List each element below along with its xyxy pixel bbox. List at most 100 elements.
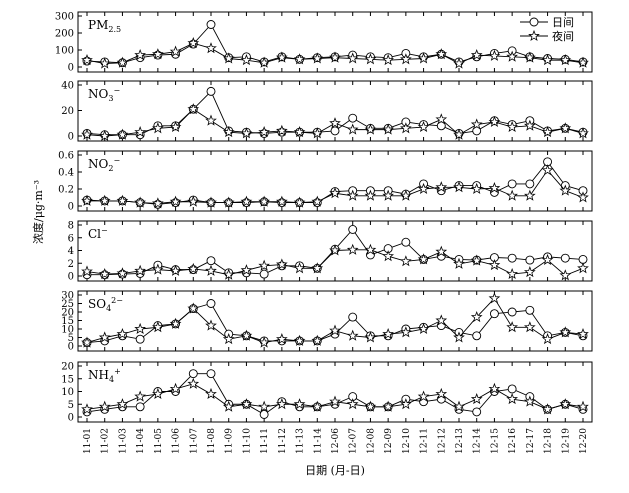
series-night [81,243,589,281]
data-point-day [507,253,517,263]
data-point-night [488,49,501,61]
data-point-night [311,262,324,274]
legend-marker-night [528,29,540,41]
data-point-night [329,51,341,63]
panel-1: 0 100 200 300 PM2.5 [55,11,593,74]
y-tick-label: 0 [68,413,74,424]
data-point-night [382,123,394,135]
data-point-night [577,127,589,139]
data-point-night [400,326,412,338]
y-tick-label: 20 [61,308,74,319]
data-point-night [187,37,200,49]
data-point-night [293,262,306,274]
x-tick-label: 12-07 [349,428,359,454]
data-point-night [470,48,483,61]
data-point-night [293,398,306,410]
y-axis-title: 浓度/μg·m⁻³ [31,180,45,244]
data-point-night [187,302,200,314]
x-tick-label: 12-12 [437,428,447,454]
x-tick-label: 11-11 [260,428,270,454]
series-night [81,164,589,209]
data-point-night [169,45,182,57]
data-point-night [382,189,394,201]
data-point-night [116,56,129,68]
y-tick-label: 0 [68,342,74,353]
data-point-night [116,194,129,206]
data-point-night [81,54,93,66]
x-tick-label: 11-08 [207,428,217,454]
data-point-night [205,387,217,400]
data-point-day [401,237,411,247]
data-point-night [506,321,518,333]
data-point-night [258,126,270,138]
x-tick-label: 12-14 [473,428,483,454]
x-tick-label: 12-19 [561,428,571,454]
x-tick-label: 12-11 [420,428,430,454]
data-point-night [400,122,412,134]
data-point-night [187,262,200,274]
y-tick-label: 25 [61,299,74,310]
data-point-night [169,195,182,207]
y-tick-label: 30 [61,291,74,302]
x-tick-label: 11-07 [189,428,199,454]
data-point-night [506,120,518,133]
data-point-day [135,334,145,344]
data-point-night [276,51,288,63]
data-point-night [276,195,288,207]
data-point-day [206,20,216,29]
data-point-night [488,382,501,394]
y-tick-label: 4 [68,246,74,257]
data-point-day [348,312,358,322]
data-point-night [435,314,448,326]
data-point-night [541,403,554,415]
x-tick-label: 11-05 [154,428,164,454]
data-point-day [330,126,340,136]
panel-frame [77,290,593,352]
data-point-night [276,333,288,345]
data-point-night [470,393,483,405]
data-point-night [240,54,253,66]
data-point-night [205,42,217,54]
data-point-night [541,164,554,176]
data-point-night [488,259,501,271]
data-point-night [134,390,146,402]
data-point-night [205,264,217,276]
data-point-day [472,331,482,341]
y-tick-label: 0.6 [58,151,74,162]
data-point-night [577,56,589,68]
y-tick-label: 200 [55,29,74,40]
series-night [81,37,589,69]
y-tick-label: 6 [68,233,74,244]
data-point-night [524,395,536,407]
data-point-night [293,126,306,138]
data-point-day [259,269,269,279]
y-tick-label: 0 [68,202,74,213]
data-point-night [152,122,164,134]
data-point-night [541,126,554,138]
data-point-night [541,253,554,266]
data-point-night [81,403,93,415]
data-point-night [382,250,394,262]
data-point-night [329,244,341,256]
data-point-night [506,393,518,405]
data-point-day [507,179,517,189]
data-point-night [293,53,306,65]
data-point-night [364,331,377,343]
data-point-night [524,321,536,333]
data-point-night [98,331,111,343]
x-tick-label: 11-10 [242,428,252,454]
data-point-night [116,128,129,140]
data-point-night [187,103,200,115]
data-point-night [222,333,235,345]
data-point-night [276,124,288,136]
data-point-night [382,400,394,412]
data-point-night [116,327,129,340]
y-tick-label: 15 [61,374,74,385]
data-point-night [134,126,146,138]
data-point-night [258,400,270,412]
data-point-night [134,196,146,208]
data-point-night [506,267,518,280]
data-point-night [169,382,182,394]
data-point-night [559,122,572,134]
data-point-night [329,395,341,407]
